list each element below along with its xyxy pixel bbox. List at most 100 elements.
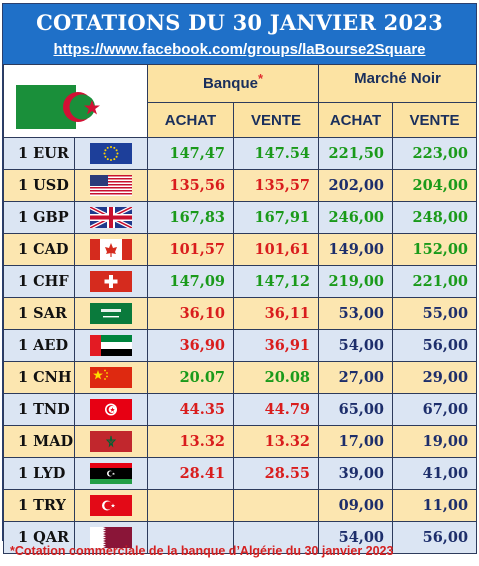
footer-note: *Cotation commerciale de la banque d’Alg… bbox=[10, 544, 394, 558]
bank-column-header: Banque* bbox=[146, 64, 320, 103]
exchange-rates-table: Banque* Marché Noir ACHAT VENTE ACHAT VE… bbox=[3, 64, 478, 554]
black-market-header-label: Marché Noir bbox=[354, 70, 441, 87]
flag-cell bbox=[74, 233, 148, 266]
bank-buy-value: 147,47 bbox=[147, 137, 234, 170]
bank-sell-value: 147,12 bbox=[232, 265, 320, 298]
quotes-card: COTATIONS DU 30 JANVIER 2023 https://www… bbox=[2, 3, 478, 554]
black-sell-value: 56,00 bbox=[392, 521, 478, 554]
swiss-flag-icon bbox=[90, 271, 132, 292]
black-buy-header: ACHAT bbox=[318, 102, 394, 138]
currency-label: 1 CAD bbox=[3, 233, 75, 266]
black-buy-value: 149,00 bbox=[318, 233, 394, 266]
bank-sell-value: 13.32 bbox=[232, 425, 320, 458]
rate-row: 1 CNH 20.07 20.08 27,00 29,00 bbox=[3, 361, 478, 394]
saudi-flag-icon bbox=[90, 303, 132, 324]
currency-label: 1 TND bbox=[3, 393, 75, 426]
black-sell-value: 67,00 bbox=[392, 393, 478, 426]
black-market-column-header: Marché Noir bbox=[318, 64, 478, 103]
bank-sell-value: 44.79 bbox=[232, 393, 320, 426]
black-buy-value: 219,00 bbox=[318, 265, 394, 298]
bank-buy-value: 147,09 bbox=[147, 265, 234, 298]
china-flag-icon bbox=[90, 367, 132, 388]
canada-flag-icon bbox=[90, 239, 132, 260]
flag-cell bbox=[74, 425, 148, 458]
bank-sell-value: 167,91 bbox=[232, 201, 320, 234]
black-sell-header: VENTE bbox=[392, 102, 478, 138]
tunisia-flag-icon bbox=[90, 399, 132, 420]
black-sell-value: 223,00 bbox=[392, 137, 478, 170]
black-sell-value: 152,00 bbox=[392, 233, 478, 266]
currency-label: 1 CHF bbox=[3, 265, 75, 298]
rates-body: 1 EUR 147,47 147.54 221,50 223,00 1 USD 135,56… bbox=[3, 137, 478, 554]
flag-cell bbox=[74, 521, 148, 554]
uk-flag-icon bbox=[90, 207, 132, 228]
bank-buy-value bbox=[147, 489, 234, 522]
black-buy-value: 54,00 bbox=[318, 521, 394, 554]
rate-row: 1 EUR 147,47 147.54 221,50 223,00 bbox=[3, 137, 478, 170]
black-buy-value: 221,50 bbox=[318, 137, 394, 170]
bank-sell-value: 36,91 bbox=[232, 329, 320, 362]
us-flag-icon bbox=[90, 175, 132, 196]
currency-label: 1 QAR bbox=[3, 521, 75, 554]
black-buy-value: 202,00 bbox=[318, 169, 394, 202]
black-sell-value: 11,00 bbox=[392, 489, 478, 522]
flag-cell bbox=[74, 265, 148, 298]
bank-sell-value: 28.55 bbox=[232, 457, 320, 490]
rate-row: 1 USD 135,56 135,57 202,00 204,00 bbox=[3, 169, 478, 202]
currency-label: 1 MAD bbox=[3, 425, 75, 458]
bank-sell-value: 135,57 bbox=[232, 169, 320, 202]
turkey-flag-icon bbox=[90, 495, 132, 516]
black-sell-value: 221,00 bbox=[392, 265, 478, 298]
rate-row: 1 MAD 13.32 13.32 17,00 19,00 bbox=[3, 425, 478, 458]
bank-buy-value: 135,56 bbox=[147, 169, 234, 202]
bank-sell-value: 36,11 bbox=[232, 297, 320, 330]
black-buy-value: 27,00 bbox=[318, 361, 394, 394]
black-sell-value: 41,00 bbox=[392, 457, 478, 490]
bank-buy-value: 44.35 bbox=[147, 393, 234, 426]
flag-cell bbox=[74, 297, 148, 330]
bank-buy-value: 13.32 bbox=[147, 425, 234, 458]
black-sell-value: 204,00 bbox=[392, 169, 478, 202]
black-buy-value: 17,00 bbox=[318, 425, 394, 458]
flag-cell bbox=[74, 329, 148, 362]
uae-flag-icon bbox=[90, 335, 132, 356]
rate-row: 1 CHF 147,09 147,12 219,00 221,00 bbox=[3, 265, 478, 298]
currency-label: 1 CNH bbox=[3, 361, 75, 394]
bank-sell-value: 147.54 bbox=[232, 137, 320, 170]
black-buy-value: 246,00 bbox=[318, 201, 394, 234]
black-sell-value: 56,00 bbox=[392, 329, 478, 362]
black-buy-value: 65,00 bbox=[318, 393, 394, 426]
flag-cell bbox=[74, 489, 148, 522]
black-buy-value: 39,00 bbox=[318, 457, 394, 490]
flag-cell bbox=[74, 137, 148, 170]
black-buy-value: 53,00 bbox=[318, 297, 394, 330]
black-sell-value: 55,00 bbox=[392, 297, 478, 330]
bank-buy-value: 36,10 bbox=[147, 297, 234, 330]
currency-label: 1 AED bbox=[3, 329, 75, 362]
bank-sell-value: 20.08 bbox=[232, 361, 320, 394]
black-sell-value: 29,00 bbox=[392, 361, 478, 394]
black-buy-value: 09,00 bbox=[318, 489, 394, 522]
rate-row: 1 GBP 167,83 167,91 246,00 248,00 bbox=[3, 201, 478, 234]
bank-buy-value: 101,57 bbox=[147, 233, 234, 266]
currency-label: 1 LYD bbox=[3, 457, 75, 490]
currency-label: 1 TRY bbox=[3, 489, 75, 522]
flag-cell bbox=[74, 393, 148, 426]
bank-buy-value: 20.07 bbox=[147, 361, 234, 394]
flag-cell bbox=[74, 169, 148, 202]
bank-header-label: Banque bbox=[202, 75, 258, 92]
rate-row: 1 AED 36,90 36,91 54,00 56,00 bbox=[3, 329, 478, 362]
currency-label: 1 EUR bbox=[3, 137, 75, 170]
currency-label: 1 USD bbox=[3, 169, 75, 202]
bank-sell-value: 101,61 bbox=[232, 233, 320, 266]
bank-buy-value: 28.41 bbox=[147, 457, 234, 490]
bank-buy-header: ACHAT bbox=[147, 102, 234, 138]
facebook-group-link[interactable]: https://www.facebook.com/groups/laBourse… bbox=[53, 41, 426, 58]
flag-cell bbox=[74, 361, 148, 394]
flag-cell bbox=[74, 457, 148, 490]
eu-flag-icon bbox=[90, 143, 132, 164]
black-buy-value: 54,00 bbox=[318, 329, 394, 362]
bank-buy-value: 167,83 bbox=[147, 201, 234, 234]
morocco-flag-icon bbox=[90, 431, 132, 452]
currency-label: 1 GBP bbox=[3, 201, 75, 234]
